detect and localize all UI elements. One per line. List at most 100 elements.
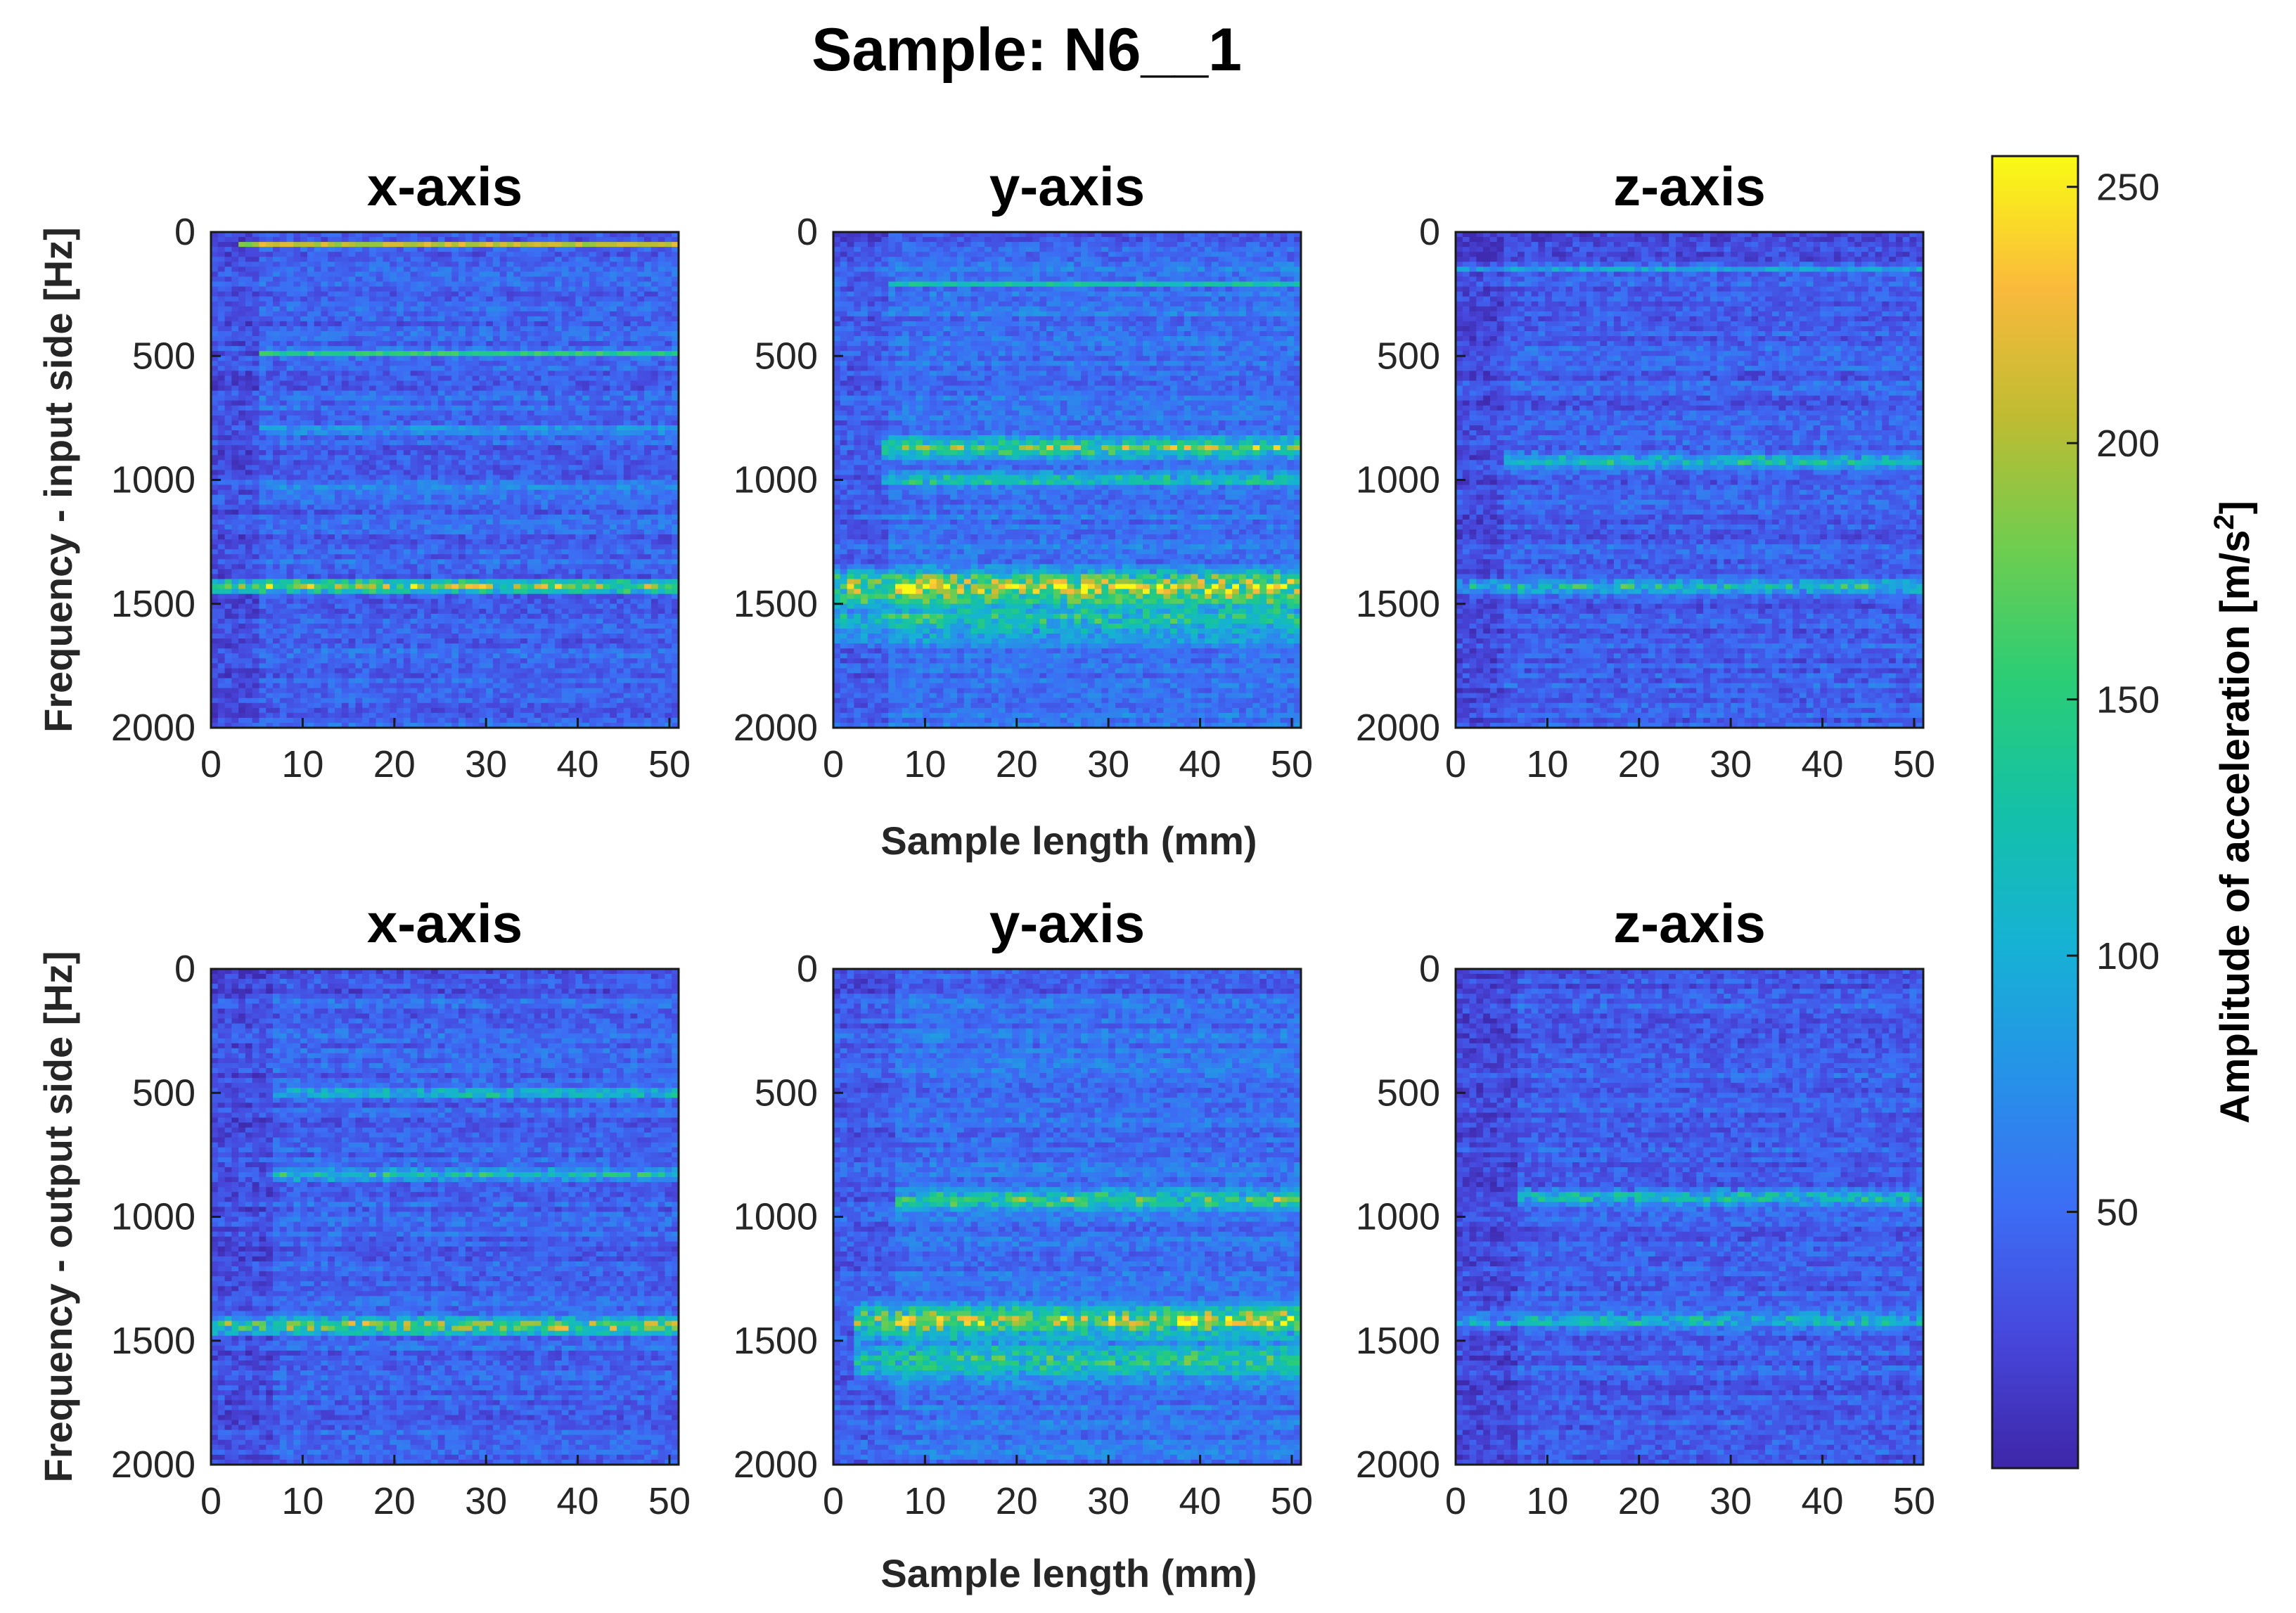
heatmap-cell	[362, 405, 370, 411]
heatmap-cell	[217, 400, 226, 406]
heatmap-cell	[492, 316, 501, 322]
heatmap-cell	[362, 519, 370, 525]
heatmap-cell	[506, 574, 514, 580]
heatmap-cell	[672, 589, 679, 595]
heatmap-cell	[417, 584, 425, 590]
heatmap-cell	[561, 589, 570, 595]
heatmap-cell	[328, 445, 335, 451]
heatmap-cell	[589, 519, 597, 525]
heatmap-cell	[335, 465, 342, 470]
heatmap-cell	[561, 410, 570, 416]
heatmap-cell	[644, 480, 652, 486]
heatmap-cell	[390, 544, 397, 550]
heatmap-cell	[238, 366, 246, 371]
heatmap-cell	[465, 470, 473, 476]
heatmap-cell	[321, 569, 328, 575]
heatmap-cell	[348, 356, 356, 361]
heatmap-cell	[307, 470, 315, 476]
heatmap-cell	[644, 316, 652, 322]
heatmap-cell	[266, 465, 274, 470]
heatmap-cell	[273, 544, 281, 550]
heatmap-cell	[238, 390, 246, 397]
heatmap-cell	[397, 232, 404, 238]
heatmap-cell	[390, 489, 397, 496]
heatmap-cell	[672, 584, 679, 590]
heatmap-cell	[321, 534, 328, 540]
heatmap-cell	[458, 232, 466, 238]
heatmap-cell	[314, 514, 322, 520]
heatmap-cell	[616, 465, 624, 470]
heatmap-cell	[430, 247, 439, 252]
heatmap-cell	[328, 480, 335, 486]
heatmap-cell	[410, 311, 418, 317]
heatmap-cell	[458, 242, 466, 248]
heatmap-cell	[245, 593, 253, 600]
heatmap-cell	[644, 266, 652, 272]
heatmap-cell	[672, 445, 679, 451]
heatmap-cell	[616, 361, 624, 366]
heatmap-cell	[383, 529, 390, 535]
heatmap-cell	[266, 435, 274, 441]
heatmap-cell	[548, 271, 556, 278]
heatmap-cell	[589, 589, 597, 595]
heatmap-cell	[658, 450, 666, 456]
heatmap-cell	[238, 509, 246, 515]
heatmap-cell	[582, 286, 590, 293]
heatmap-cell	[397, 455, 404, 461]
heatmap-cell	[383, 385, 390, 392]
heatmap-cell	[568, 336, 576, 342]
heatmap-cell	[658, 366, 666, 371]
heatmap-cell	[300, 316, 308, 322]
heatmap-cell	[335, 430, 342, 436]
heatmap-cell	[561, 257, 570, 262]
heatmap-cell	[328, 306, 335, 312]
heatmap-cell	[534, 276, 542, 283]
heatmap-cell	[211, 593, 219, 600]
heatmap-cell	[520, 445, 528, 451]
heatmap-cell	[368, 341, 377, 347]
heatmap-cell	[217, 420, 226, 426]
heatmap-cell	[348, 276, 356, 283]
heatmap-cell	[355, 326, 363, 332]
heatmap-cell	[451, 380, 459, 387]
heatmap-cell	[541, 450, 549, 456]
heatmap-cell	[266, 262, 274, 267]
heatmap-cell	[266, 331, 274, 337]
heatmap-cell	[430, 564, 439, 570]
heatmap-cell	[238, 351, 246, 356]
heatmap-cell	[307, 445, 315, 451]
heatmap-cell	[293, 534, 301, 540]
heatmap-cell	[658, 336, 666, 342]
heatmap-cell	[589, 286, 597, 293]
heatmap-cell	[231, 569, 239, 575]
heatmap-cell	[603, 306, 610, 312]
heatmap-cell	[321, 519, 328, 525]
heatmap-cell	[437, 494, 446, 501]
heatmap-cell	[286, 306, 294, 312]
heatmap-cell	[307, 375, 315, 382]
heatmap-cell	[534, 361, 542, 366]
heatmap-cell	[541, 301, 549, 307]
heatmap-cell	[368, 366, 377, 371]
heatmap-cell	[211, 524, 219, 530]
heatmap-cell	[465, 484, 473, 491]
heatmap-cell	[603, 385, 610, 392]
heatmap-cell	[561, 336, 570, 342]
heatmap-cell	[589, 514, 597, 520]
heatmap-cell	[211, 529, 219, 535]
heatmap-cell	[527, 420, 535, 426]
heatmap-cell	[616, 366, 624, 371]
heatmap-cell	[527, 435, 535, 441]
heatmap-cell	[513, 266, 521, 272]
heatmap-cell	[630, 489, 638, 496]
heatmap-cell	[444, 564, 452, 570]
heatmap-cell	[561, 514, 570, 520]
heatmap-cell	[513, 440, 521, 446]
heatmap-cell	[437, 440, 446, 446]
heatmap-cell	[417, 341, 425, 347]
heatmap-cell	[362, 336, 370, 342]
heatmap-cell	[665, 539, 672, 545]
heatmap-cell	[472, 450, 480, 456]
heatmap-cell	[603, 415, 610, 421]
heatmap-cell	[300, 356, 308, 361]
